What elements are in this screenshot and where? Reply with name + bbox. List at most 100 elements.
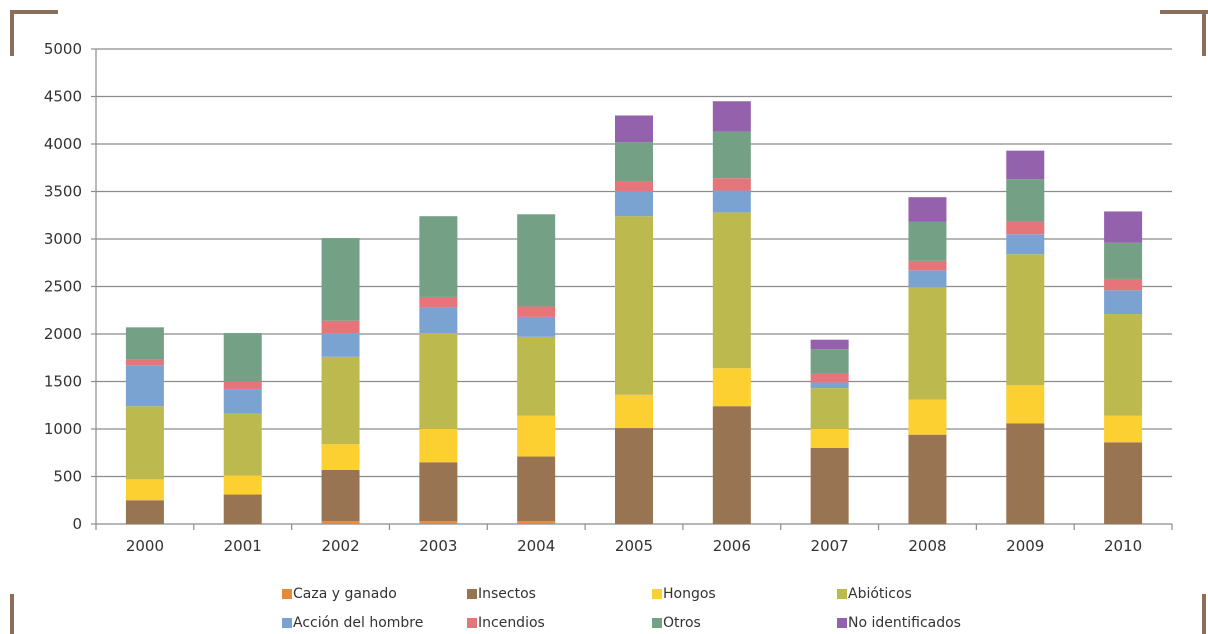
x-tick-label-2004: 2004 [517, 537, 555, 555]
bar-segment-2003-5 [419, 296, 458, 308]
x-tick-label-2010: 2010 [1104, 537, 1142, 555]
bar-segment-2007-2 [810, 429, 849, 448]
bar-segment-2003-6 [419, 216, 458, 297]
frame-corner-bottom-left-v [10, 594, 14, 634]
bar-segment-2000-5 [125, 359, 164, 366]
bar-segment-2009-4 [1006, 234, 1045, 255]
x-tick-label-2003: 2003 [419, 537, 457, 555]
bar-segment-2000-3 [125, 406, 164, 480]
bar-segment-2010-1 [1104, 442, 1143, 524]
bar-segment-2005-2 [615, 394, 653, 429]
bar-segment-2003-1 [419, 462, 458, 522]
y-tick-label: 4000 [44, 135, 82, 153]
bar-segment-2001-6 [223, 333, 262, 382]
bar-segment-2010-6 [1104, 242, 1143, 279]
bar-segment-2007-4 [810, 382, 849, 389]
x-tick-label-2007: 2007 [811, 537, 849, 555]
bar-segment-2008-3 [908, 287, 947, 400]
bar-segment-2001-3 [223, 413, 262, 476]
bar-segment-2009-2 [1006, 385, 1045, 424]
frame-corner-top-right-h [1160, 10, 1208, 14]
bar-segment-2008-7 [908, 197, 947, 222]
bar-segment-2000-6 [125, 327, 164, 360]
bar-segment-2008-6 [908, 221, 947, 261]
frame-corner-top-left-h [10, 10, 58, 14]
bar-segment-2005-7 [615, 115, 653, 143]
bar-segment-2008-1 [908, 434, 947, 524]
bar-segment-2004-5 [517, 306, 556, 317]
bar-segment-2007-6 [810, 349, 849, 374]
y-tick-label: 0 [72, 515, 82, 533]
bar-segment-2006-5 [712, 178, 751, 191]
bar-segment-2009-3 [1006, 254, 1045, 386]
bar-segment-2001-2 [223, 475, 262, 495]
bar-segment-2004-3 [517, 336, 556, 416]
bar-segment-2008-5 [908, 260, 947, 271]
y-tick-label: 5000 [44, 40, 82, 58]
bar-segment-2000-4 [125, 365, 164, 407]
bar-segment-2000-2 [125, 479, 164, 501]
bar-segment-2004-2 [517, 415, 556, 457]
bar-segment-2005-1 [615, 428, 653, 524]
bar-segment-2008-4 [908, 270, 947, 288]
bar-segment-2006-7 [712, 101, 751, 132]
y-tick-label: 2500 [44, 278, 82, 296]
bar-segment-2007-5 [810, 373, 849, 383]
bar-segment-2003-4 [419, 307, 458, 334]
x-tick-label-2001: 2001 [224, 537, 262, 555]
bar-segment-2002-2 [321, 444, 360, 470]
bar-segment-2010-5 [1104, 278, 1143, 291]
x-tick-label-2008: 2008 [908, 537, 946, 555]
frame-corner-top-right-v [1202, 10, 1206, 56]
bar-segment-2005-4 [615, 191, 653, 217]
bar-segment-2004-0 [517, 521, 556, 524]
bar-segment-2002-0 [321, 521, 360, 524]
bar-segment-2004-4 [517, 316, 556, 337]
bar-segment-2001-4 [223, 389, 262, 414]
bar-segment-2005-5 [615, 181, 653, 192]
bar-segment-2001-5 [223, 381, 262, 390]
bar-segment-2003-3 [419, 333, 458, 429]
y-tick-label: 500 [53, 468, 82, 486]
y-tick-label: 1500 [44, 373, 82, 391]
bar-segment-2006-3 [712, 212, 751, 369]
bar-segment-2004-1 [517, 456, 556, 522]
bar-segment-2002-3 [321, 356, 360, 445]
bar-segment-2005-3 [615, 216, 653, 395]
bar-segment-2003-0 [419, 521, 458, 524]
bar-segment-2006-4 [712, 190, 751, 213]
frame-corner-bottom-right-v [1202, 594, 1206, 634]
bar-segment-2009-6 [1006, 179, 1045, 222]
bar-segment-2010-3 [1104, 314, 1143, 416]
bar-segment-2002-1 [321, 469, 360, 522]
bar-segment-2005-6 [615, 142, 653, 182]
bar-segment-2006-2 [712, 368, 751, 407]
bar-segment-2010-4 [1104, 290, 1143, 315]
x-tick-label-2000: 2000 [126, 537, 164, 555]
y-tick-label: 3500 [44, 183, 82, 201]
bar-segment-2008-2 [908, 399, 947, 435]
bar-segment-2009-7 [1006, 150, 1045, 180]
x-tick-label-2005: 2005 [615, 537, 653, 555]
bar-segment-2009-1 [1006, 423, 1045, 524]
x-tick-label-2002: 2002 [321, 537, 359, 555]
bar-segment-2003-2 [419, 429, 458, 463]
bar-segment-2001-1 [223, 494, 262, 524]
bar-segment-2002-6 [321, 238, 360, 321]
x-tick-label-2006: 2006 [713, 537, 751, 555]
bar-segment-2002-4 [321, 333, 360, 357]
y-tick-label: 2000 [44, 325, 82, 343]
bar-segment-2010-7 [1104, 211, 1143, 243]
bar-segment-2002-5 [321, 320, 360, 334]
bar-segment-2000-1 [125, 500, 164, 524]
frame-corner-top-left-v [10, 10, 14, 56]
bar-segment-2006-1 [712, 406, 751, 524]
bar-segment-2004-6 [517, 214, 556, 307]
bar-segment-2006-6 [712, 131, 751, 179]
bar-segment-2009-5 [1006, 221, 1045, 235]
y-tick-label: 1000 [44, 420, 82, 438]
y-tick-label: 4500 [44, 88, 82, 106]
bar-segment-2007-1 [810, 448, 849, 524]
